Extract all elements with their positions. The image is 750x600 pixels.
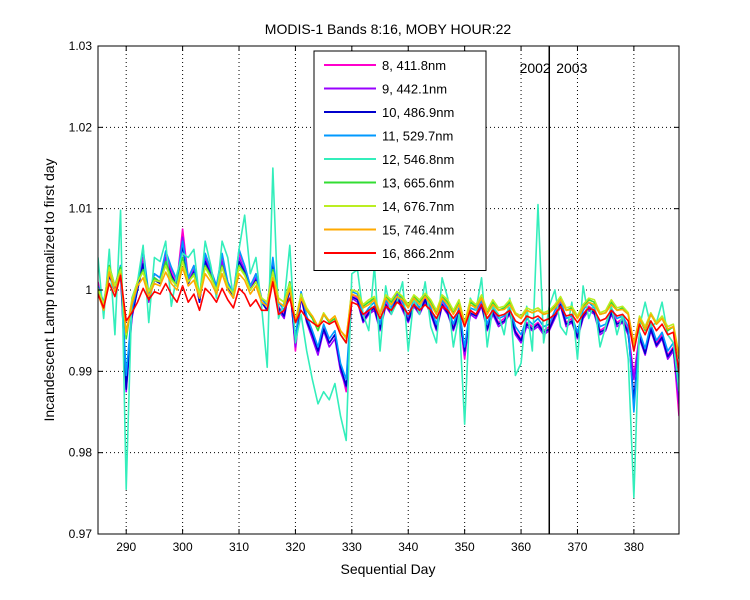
year-annotation: 2002 — [520, 60, 551, 76]
legend-entry-label: 12, 546.8nm — [382, 152, 454, 167]
y-tick-label: 0.98 — [69, 446, 93, 460]
y-axis-label: Incandescent Lamp normalized to first da… — [41, 158, 57, 421]
x-tick-label: 380 — [624, 540, 644, 554]
legend-entry-label: 15, 746.4nm — [382, 223, 454, 238]
x-tick-label: 330 — [342, 540, 362, 554]
x-tick-label: 350 — [455, 540, 475, 554]
x-axis-label: Sequential Day — [341, 561, 436, 577]
legend-entry-label: 8, 411.8nm — [382, 58, 446, 73]
axis-ticks: 0.97 0.98 0.99 1 1.01 1.02 1.03 290 300 310 320 330… — [69, 39, 679, 554]
x-tick-label: 360 — [511, 540, 531, 554]
y-tick-label: 0.97 — [69, 527, 93, 541]
chart-title: MODIS-1 Bands 8:16, MOBY HOUR:22 — [265, 21, 512, 37]
series-line-band-14 — [98, 260, 679, 356]
x-tick-label: 320 — [285, 540, 305, 554]
legend-entry-label: 14, 676.7nm — [382, 199, 454, 214]
x-tick-label: 310 — [229, 540, 249, 554]
series-line-band-15 — [98, 266, 679, 357]
series-lines — [98, 167, 679, 499]
legend: 8, 411.8nm 9, 442.1nm 10, 486.9nm 11, 529.7… — [313, 50, 487, 271]
legend-entry-label: 9, 442.1nm — [382, 82, 447, 97]
x-tick-label: 300 — [173, 540, 193, 554]
y-tick-label: 0.99 — [69, 364, 93, 378]
annotations: 2002 2003 — [520, 60, 588, 76]
legend-entry-label: 16, 866.2nm — [382, 246, 454, 261]
x-tick-label: 370 — [567, 540, 587, 554]
x-tick-label: 290 — [116, 540, 136, 554]
legend-entry-label: 13, 665.6nm — [382, 176, 454, 191]
y-tick-label: 1 — [85, 283, 92, 297]
y-tick-label: 1.01 — [69, 202, 93, 216]
legend-entry-label: 10, 486.9nm — [382, 105, 454, 120]
legend-entry-label: 11, 529.7nm — [382, 129, 453, 144]
y-tick-label: 1.02 — [69, 120, 93, 134]
year-annotation: 2003 — [556, 60, 587, 76]
y-tick-label: 1.03 — [69, 39, 93, 53]
x-tick-label: 340 — [398, 540, 418, 554]
series-line-band-16 — [98, 274, 679, 374]
